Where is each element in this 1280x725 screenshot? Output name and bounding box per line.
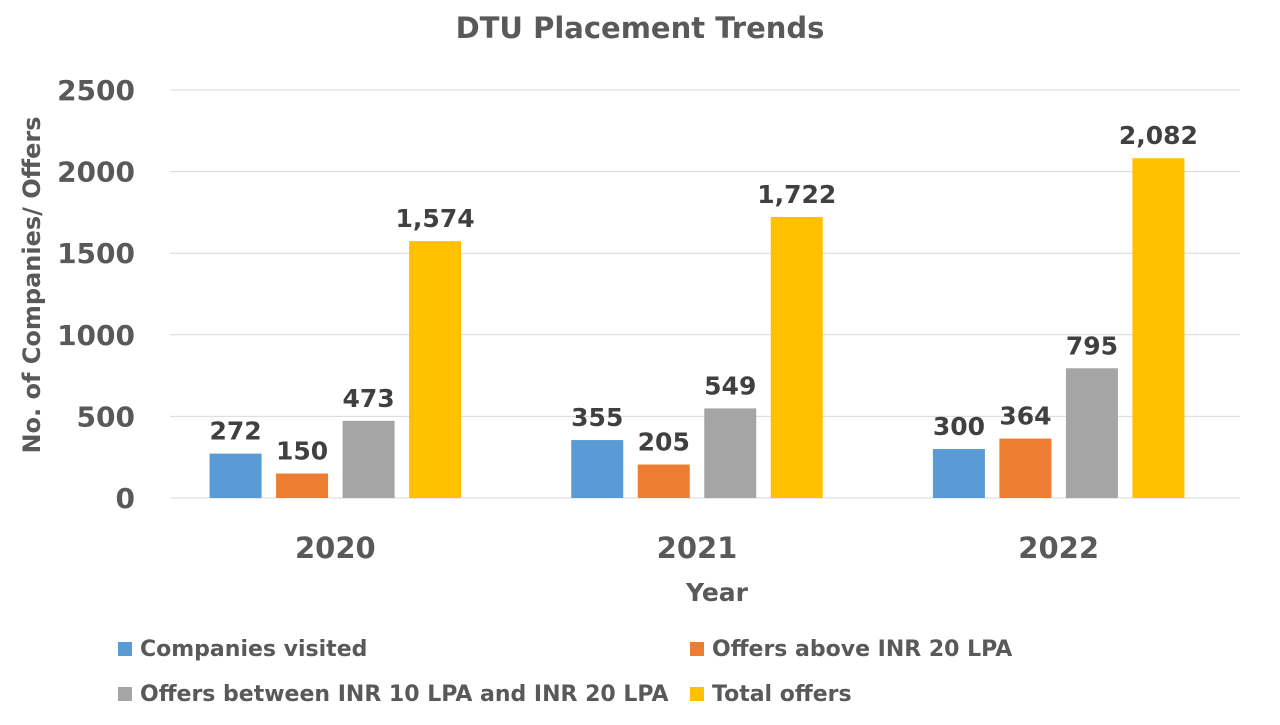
y-tick-label: 2500 [57, 74, 135, 107]
bar [571, 440, 624, 498]
data-label: 150 [276, 437, 328, 466]
legend-swatch [118, 642, 132, 656]
data-label: 355 [571, 403, 623, 432]
bar [1065, 368, 1118, 498]
y-tick-label: 1500 [57, 237, 135, 270]
data-label: 272 [209, 417, 261, 446]
x-tick-label: 2022 [1018, 531, 1099, 565]
bar [409, 241, 462, 498]
data-label: 1,574 [396, 204, 475, 233]
bar [276, 473, 329, 498]
legend-label: Total offers [712, 682, 852, 707]
y-tick-label: 500 [77, 400, 135, 433]
legend-swatch [690, 642, 704, 656]
bar [209, 453, 262, 498]
legend-swatch [690, 687, 704, 701]
data-label: 300 [933, 412, 985, 441]
y-tick-label: 0 [116, 482, 135, 515]
data-label: 205 [638, 428, 690, 457]
y-axis-label: No. of Companies/ Offers [18, 116, 46, 453]
data-label: 2,082 [1119, 121, 1198, 150]
x-tick-label: 2020 [295, 531, 376, 565]
y-tick-label: 2000 [57, 156, 135, 189]
data-label: 549 [704, 371, 756, 400]
x-axis-label: Year [685, 578, 749, 607]
bar [999, 438, 1052, 498]
bar [637, 464, 690, 498]
bar [1132, 158, 1185, 499]
chart-title: DTU Placement Trends [456, 11, 825, 45]
data-label: 1,722 [757, 180, 836, 209]
y-tick-label: 1000 [57, 319, 135, 352]
bar [932, 449, 985, 498]
legend-label: Offers between INR 10 LPA and INR 20 LPA [140, 682, 669, 707]
bar [342, 420, 395, 498]
data-label: 473 [342, 384, 394, 413]
x-tick-label: 2021 [657, 531, 738, 565]
legend-label: Offers above INR 20 LPA [712, 637, 1012, 662]
bar [770, 216, 823, 498]
data-label: 364 [999, 402, 1051, 431]
legend-label: Companies visited [140, 637, 367, 662]
legend-swatch [118, 687, 132, 701]
bar [704, 408, 757, 498]
data-label: 795 [1066, 331, 1118, 360]
